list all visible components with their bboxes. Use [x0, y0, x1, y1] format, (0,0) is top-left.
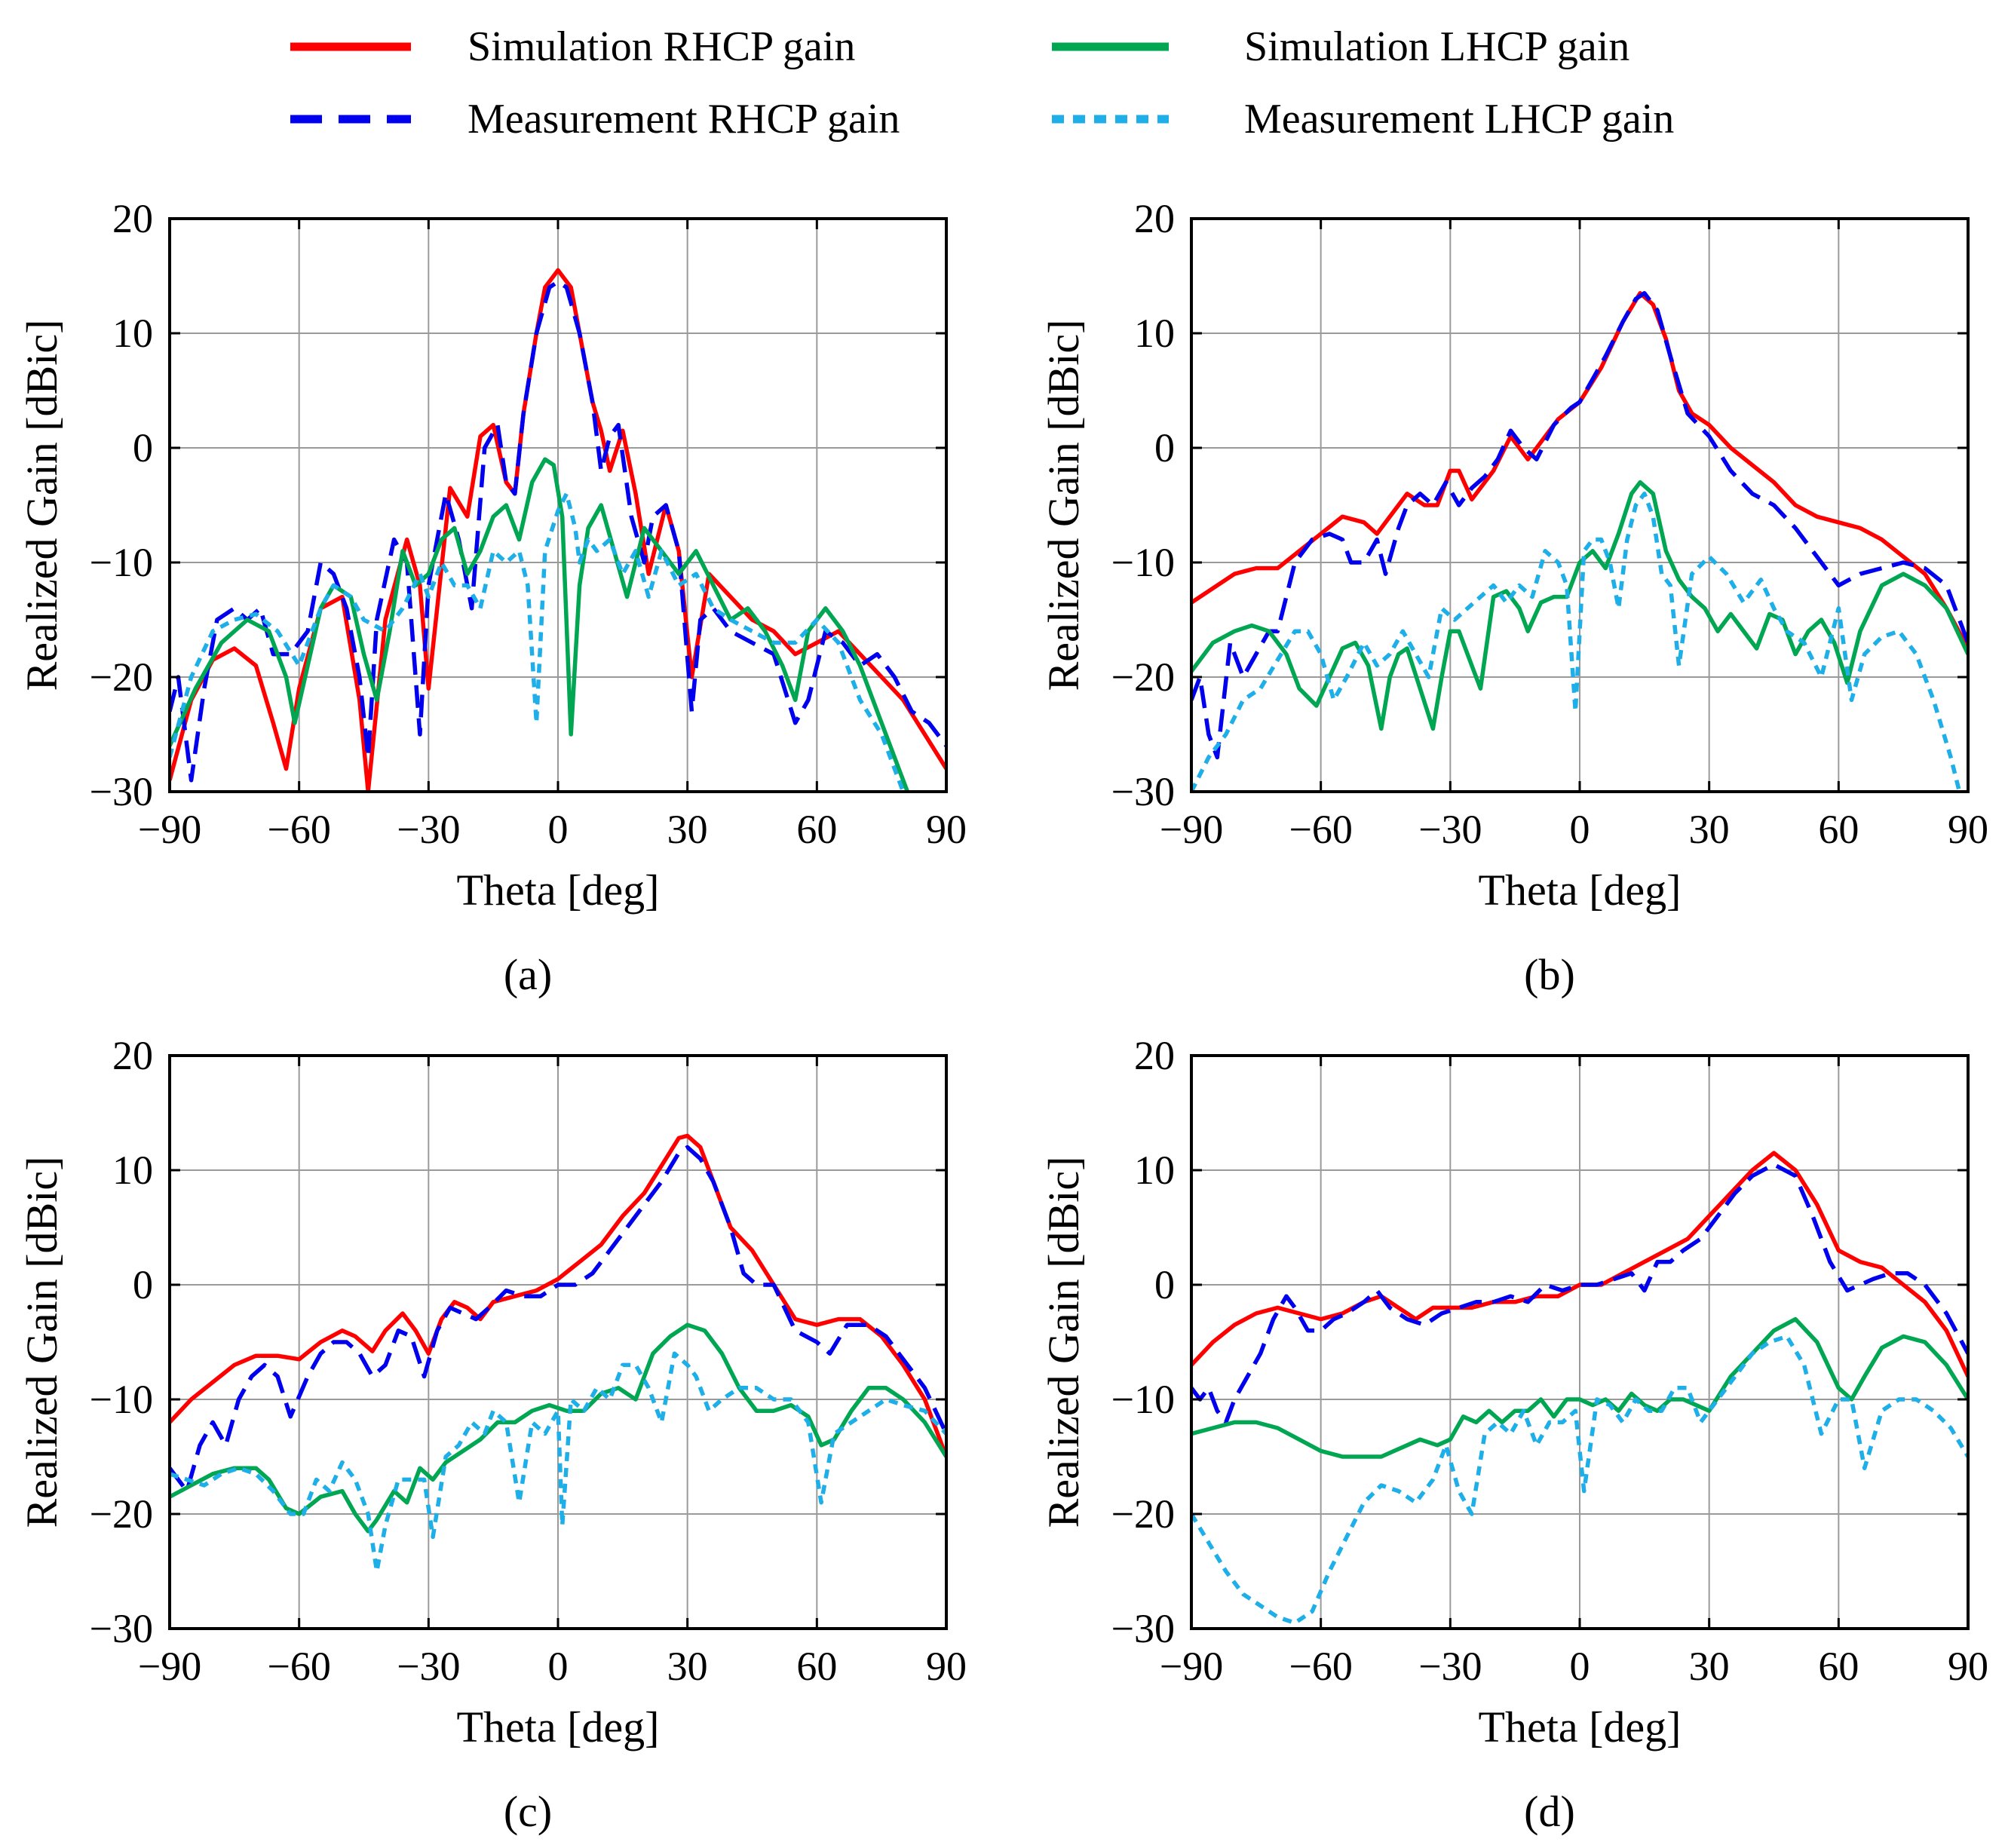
x-tick-label: −30 [397, 1644, 460, 1689]
x-axis-label: Theta [deg] [457, 1702, 660, 1751]
series-line-simulation-rhcp-gain [170, 1133, 946, 1457]
x-tick-label: −90 [1160, 807, 1223, 852]
series-line-measurement-lhcp-gain [1191, 492, 1962, 792]
legend-entry-sim-rhcp: Simulation RHCP gain [290, 23, 855, 70]
y-axis-label: Realized Gain [dBic] [17, 1157, 66, 1528]
y-tick-label: 20 [112, 1033, 153, 1078]
series-group [170, 268, 946, 792]
y-tick-label: 0 [1154, 1262, 1175, 1307]
series-line-measurement-lhcp-gain [170, 1351, 946, 1574]
y-tick-label: −30 [1111, 769, 1175, 814]
series-group [170, 1133, 946, 1574]
x-tick-label: −60 [267, 807, 330, 852]
x-tick-label: −90 [138, 1644, 201, 1689]
x-tick-label: 60 [796, 1644, 837, 1689]
series-line-measurement-rhcp-gain [1191, 291, 1968, 760]
panel-caption: (b) [1524, 950, 1575, 999]
x-tick-label: 60 [1818, 1644, 1859, 1689]
panel-caption: (d) [1524, 1787, 1575, 1836]
panel-caption: (c) [504, 1787, 552, 1836]
x-tick-label: −90 [138, 807, 201, 852]
x-tick-label: 0 [548, 807, 569, 852]
legend-label-sim-rhcp: Simulation RHCP gain [468, 23, 855, 70]
x-tick-label: 90 [1948, 1644, 1988, 1689]
x-tick-label: 30 [667, 807, 708, 852]
legend-label-meas-rhcp: Measurement RHCP gain [468, 96, 900, 143]
x-axis-label: Theta [deg] [1479, 866, 1682, 915]
series-group [1191, 1151, 1968, 1626]
y-tick-label: 10 [1134, 1148, 1175, 1193]
y-axis-label: Realized Gain [dBic] [1039, 1157, 1088, 1528]
chart-panel-c: −90 −60 −30 0 30 60 90 −30 −20 −10 0 10 20 Theta [deg… [17, 1033, 967, 1836]
x-tick-label: −60 [1289, 807, 1352, 852]
y-axis-label: Realized Gain [dBic] [17, 320, 66, 691]
y-tick-label: 0 [1154, 425, 1175, 470]
x-tick-label: −60 [267, 1644, 330, 1689]
x-tick-label: −60 [1289, 1644, 1352, 1689]
y-tick-label: −10 [1111, 540, 1175, 585]
y-tick-label: −10 [90, 540, 153, 585]
y-tick-label: 20 [1134, 196, 1175, 241]
legend-entry-meas-lhcp: Measurement LHCP gain [1052, 96, 1674, 143]
y-tick-label: 10 [112, 311, 153, 356]
legend-entry-meas-rhcp: Measurement RHCP gain [290, 96, 900, 143]
x-tick-label: −30 [1418, 807, 1482, 852]
y-tick-label: 10 [1134, 311, 1175, 356]
x-tick-label: 90 [926, 807, 967, 852]
legend-label-meas-lhcp: Measurement LHCP gain [1244, 96, 1674, 143]
series-line-measurement-lhcp-gain [1191, 1334, 1968, 1626]
series-line-simulation-lhcp-gain [170, 1322, 946, 1534]
x-tick-label: 90 [1948, 807, 1988, 852]
y-tick-label: −20 [90, 1491, 153, 1537]
series-line-measurement-lhcp-gain [170, 492, 906, 792]
y-tick-label: −20 [1111, 1491, 1175, 1537]
legend-entry-sim-lhcp: Simulation LHCP gain [1052, 23, 1629, 70]
x-tick-label: 60 [796, 807, 837, 852]
x-tick-label: 60 [1818, 807, 1859, 852]
y-tick-label: 20 [1134, 1033, 1175, 1078]
y-tick-label: −30 [1111, 1606, 1175, 1651]
x-tick-label: 30 [1689, 1644, 1730, 1689]
y-tick-label: −10 [1111, 1377, 1175, 1422]
series-line-simulation-lhcp-gain [1191, 1316, 1968, 1459]
x-tick-label: 0 [1570, 807, 1590, 852]
x-tick-label: 30 [1689, 807, 1730, 852]
x-tick-label: −90 [1160, 1644, 1223, 1689]
series-line-simulation-lhcp-gain [170, 457, 910, 792]
x-tick-label: 30 [667, 1644, 708, 1689]
legend-label-sim-lhcp: Simulation LHCP gain [1244, 23, 1629, 70]
chart-panel-a: −90 −60 −30 0 30 60 90 −30 −20 −10 0 10 20 Theta [deg… [17, 196, 967, 999]
legend: Simulation RHCP gain Simulation LHCP gai… [290, 23, 1674, 143]
y-tick-label: 0 [133, 1262, 153, 1307]
chart-panel-d: −90 −60 −30 0 30 60 90 −30 −20 −10 0 10 20 Theta [deg… [1039, 1033, 1988, 1836]
panel-caption: (a) [504, 950, 552, 999]
x-tick-label: 0 [548, 1644, 569, 1689]
y-tick-label: 0 [133, 425, 153, 470]
series-line-measurement-rhcp-gain [1191, 1162, 1968, 1425]
chart-panel-b: −90 −60 −30 0 30 60 90 −30 −20 −10 0 10 20 Theta [deg… [1039, 196, 1988, 999]
y-tick-label: 20 [112, 196, 153, 241]
y-tick-label: −30 [90, 1606, 153, 1651]
y-tick-label: 10 [112, 1148, 153, 1193]
y-tick-label: −10 [90, 1377, 153, 1422]
x-axis-label: Theta [deg] [457, 866, 660, 915]
y-tick-label: −30 [90, 769, 153, 814]
x-tick-label: −30 [1418, 1644, 1482, 1689]
x-tick-label: 90 [926, 1644, 967, 1689]
series-line-measurement-rhcp-gain [170, 1145, 946, 1494]
x-tick-label: −30 [397, 807, 460, 852]
y-tick-label: −20 [1111, 654, 1175, 700]
series-line-measurement-rhcp-gain [170, 279, 946, 783]
x-axis-label: Theta [deg] [1479, 1702, 1682, 1751]
x-tick-label: 0 [1570, 1644, 1590, 1689]
y-axis-label: Realized Gain [dBic] [1039, 320, 1088, 691]
y-tick-label: −20 [90, 654, 153, 700]
series-group [1191, 291, 1968, 792]
